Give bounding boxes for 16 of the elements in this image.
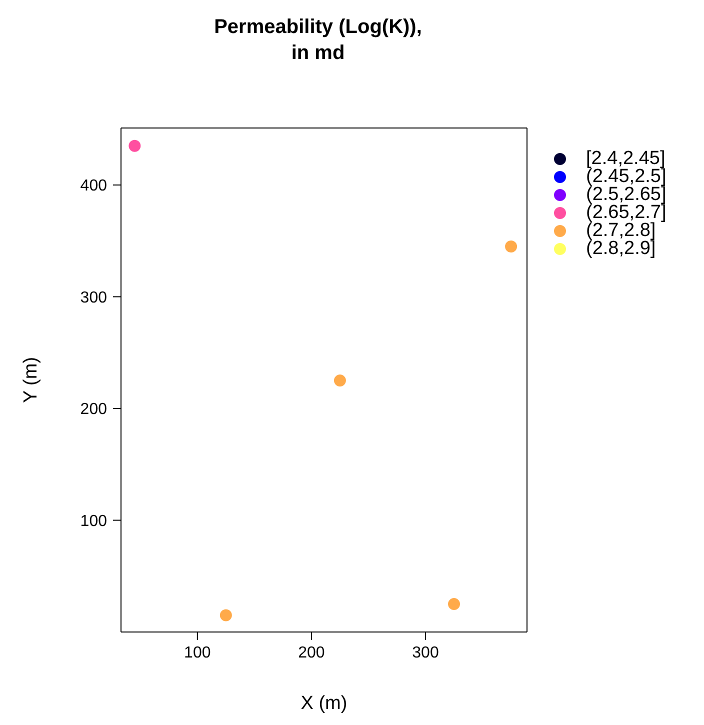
point: [505, 240, 518, 252]
point: [448, 598, 460, 610]
x-tick-label: 100: [184, 644, 211, 662]
point: [128, 140, 141, 152]
x-tick-label: 200: [298, 644, 325, 662]
y-tick-label: 400: [80, 178, 108, 195]
point: [220, 609, 232, 622]
x-axis-title: X (m): [300, 693, 348, 714]
y-tick-label: 200: [80, 401, 108, 418]
point: [334, 374, 346, 387]
y-axis-title: Y (m): [20, 356, 42, 404]
legend-label: [2.4,2.45]: [586, 148, 666, 169]
x-tick-label: 300: [412, 644, 439, 662]
y-tick-label: 300: [80, 289, 108, 306]
chart-title: Permeability (Log(K)), in md: [213, 15, 423, 66]
y-tick-label: 100: [80, 512, 108, 530]
